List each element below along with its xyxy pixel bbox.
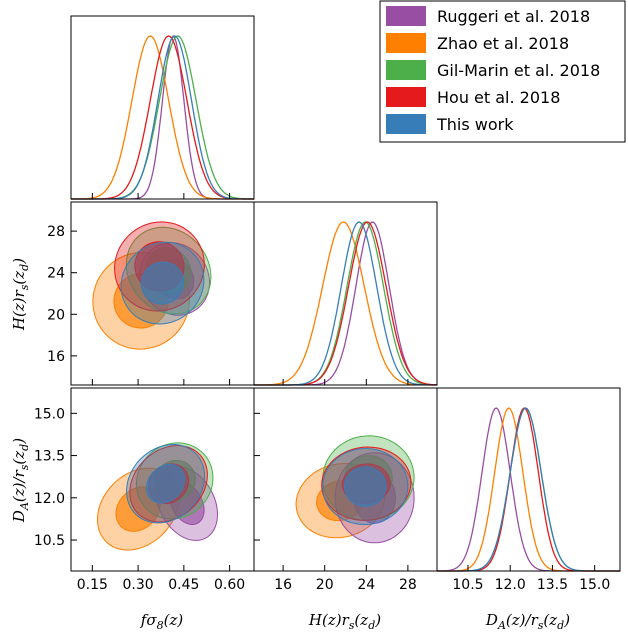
y-tick-label-DA-3: 15.0 bbox=[34, 406, 65, 422]
x-tick-label-DA-1: 12.0 bbox=[495, 577, 526, 593]
contour-panel-H_DA bbox=[295, 435, 415, 544]
frame-DA-marginal bbox=[436, 387, 621, 572]
x-tick-label-fs8-3: 0.60 bbox=[214, 577, 245, 593]
marginal-curve-DA-this-work bbox=[437, 407, 620, 572]
marginal-curve-fs8-gil-marin-et-al-2018 bbox=[71, 35, 254, 200]
marginal-curve-fs8-hou-et-al-2018 bbox=[71, 35, 254, 200]
contour-68-H_DA-this-work bbox=[344, 466, 387, 507]
x-tick-label-DA-0: 10.5 bbox=[452, 577, 483, 593]
marginal-curve-H-zhao-et-al-2018 bbox=[254, 221, 437, 386]
marginal-curve-H-hou-et-al-2018 bbox=[254, 221, 437, 386]
x-tick-label-H-0: 16 bbox=[274, 577, 292, 593]
x-tick-label-DA-3: 15.0 bbox=[579, 577, 610, 593]
y-tick-label-H-0: 16 bbox=[47, 349, 65, 365]
y-tick-label-DA-2: 13.5 bbox=[34, 449, 65, 465]
legend-swatch-zhao-et-al-2018 bbox=[386, 33, 426, 53]
x-tick-label-fs8-2: 0.45 bbox=[168, 577, 199, 593]
marginal-panel-H bbox=[254, 221, 437, 386]
x-axis-label-DA: DA(z)/rs(zd) bbox=[485, 611, 570, 632]
y-axis-label-H: H(z)rs(zd) bbox=[10, 258, 31, 331]
marginal-curve-DA-ruggeri-et-al-2018 bbox=[437, 407, 620, 572]
y-axis-label-DA: DA(z)/rs(zd) bbox=[10, 438, 31, 523]
contour-panel-fs8_DA bbox=[97, 442, 219, 551]
contour-68-fs8_H-this-work bbox=[140, 261, 185, 305]
marginal-curve-DA-zhao-et-al-2018 bbox=[437, 407, 620, 572]
frame-H-marginal bbox=[253, 201, 438, 386]
marginal-curve-fs8-this-work bbox=[71, 35, 254, 200]
x-tick-label-H-3: 28 bbox=[399, 577, 417, 593]
y-tick-label-DA-1: 12.0 bbox=[34, 491, 65, 507]
legend-items: Ruggeri et al. 2018 Zhao et al. 2018 Gil-M… bbox=[386, 6, 600, 134]
contour-panel-fs8_H bbox=[92, 221, 212, 350]
y-tick-label-H-1: 20 bbox=[47, 307, 65, 323]
axes-layer: 0.15 0.30 0.45 0.60 16 20 24 28 10.5 12.0 13.5 15.0… bbox=[34, 15, 621, 593]
frame-fs8-marginal bbox=[70, 15, 255, 200]
marginal-panel-fs8 bbox=[71, 35, 254, 200]
legend-label-gil-marin-et-al-2018: Gil-Marin et al. 2018 bbox=[437, 61, 600, 80]
x-tick-label-H-1: 20 bbox=[316, 577, 334, 593]
legend-label-ruggeri-et-al-2018: Ruggeri et al. 2018 bbox=[437, 7, 590, 26]
legend-swatch-this-work bbox=[386, 114, 426, 134]
y-tick-label-H-2: 24 bbox=[47, 266, 65, 282]
contour-68-fs8_DA-this-work bbox=[145, 463, 186, 504]
y-tick-label-H-3: 28 bbox=[47, 224, 65, 240]
marginal-panel-DA bbox=[437, 407, 620, 572]
x-axis-label-H: H(z)rs(zd) bbox=[308, 611, 381, 632]
legend-label-hou-et-al-2018: Hou et al. 2018 bbox=[437, 88, 560, 107]
x-tick-label-fs8-0: 0.15 bbox=[77, 577, 108, 593]
legend-label-this-work: This work bbox=[436, 115, 514, 134]
x-axis-label-fs8: fσ8(z) bbox=[140, 611, 184, 632]
marginal-curve-DA-hou-et-al-2018 bbox=[437, 407, 620, 572]
legend: Ruggeri et al. 2018 Zhao et al. 2018 Gil-M… bbox=[379, 0, 626, 143]
marginal-curve-fs8-zhao-et-al-2018 bbox=[71, 35, 254, 200]
x-tick-label-fs8-1: 0.30 bbox=[123, 577, 154, 593]
marginal-curve-fs8-ruggeri-et-al-2018 bbox=[71, 35, 254, 200]
legend-label-zhao-et-al-2018: Zhao et al. 2018 bbox=[437, 34, 569, 53]
legend-swatch-gil-marin-et-al-2018 bbox=[386, 60, 426, 80]
legend-swatch-ruggeri-et-al-2018 bbox=[386, 6, 426, 26]
legend-swatch-hou-et-al-2018 bbox=[386, 87, 426, 107]
x-tick-label-DA-2: 13.5 bbox=[537, 577, 568, 593]
marginal-curve-DA-gil-marin-et-al-2018 bbox=[437, 407, 620, 572]
y-tick-label-DA-0: 10.5 bbox=[34, 533, 65, 549]
x-tick-label-H-2: 24 bbox=[357, 577, 375, 593]
